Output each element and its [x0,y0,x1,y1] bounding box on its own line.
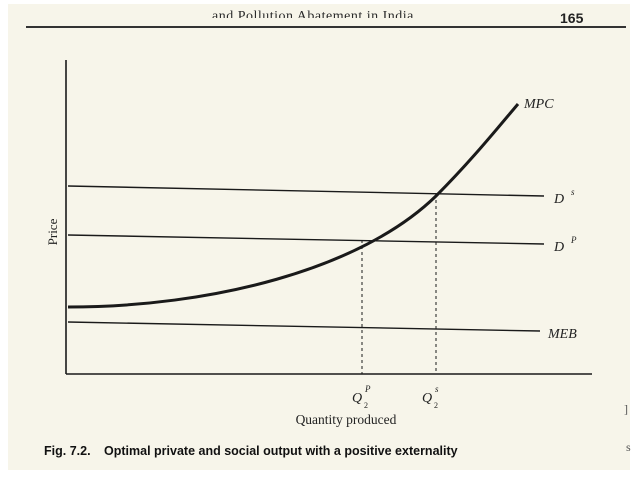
edge-mark-top: ] [624,402,628,416]
dp-line [67,234,545,245]
mpc-label: MPC [523,97,554,112]
q2s-label-subscript: 2 [434,401,438,410]
meb-line [67,321,541,332]
edge-mark-bottom: s [626,440,631,454]
q2p-label-subscript: 2 [364,401,368,410]
ds-label-superscript: s [571,187,575,197]
page-number: 165 [560,10,584,26]
figure-caption: Fig. 7.2. Optimal private and social out… [44,444,458,458]
meb-label: MEB [547,327,577,342]
x-axis-label: Quantity produced [296,412,397,427]
ds-line [67,185,545,197]
dp-label-superscript: P [570,235,577,245]
q2s-label-superscript: s [435,384,439,394]
paper-background [8,4,630,470]
header-rule [26,26,626,28]
mpc-curve [67,103,520,309]
ds-label: D [553,192,564,207]
q2s-label: Q [422,391,432,406]
dp-label: D [553,240,564,255]
y-axis-label: Price [45,218,60,245]
q2p-label: Q [352,391,362,406]
figure-number: Fig. 7.2. [44,444,91,458]
running-header: ...and Pollution Abatement in India [200,9,414,18]
figure-caption-text: Optimal private and social output with a… [104,444,458,458]
q2p-label-superscript: P [364,384,371,394]
